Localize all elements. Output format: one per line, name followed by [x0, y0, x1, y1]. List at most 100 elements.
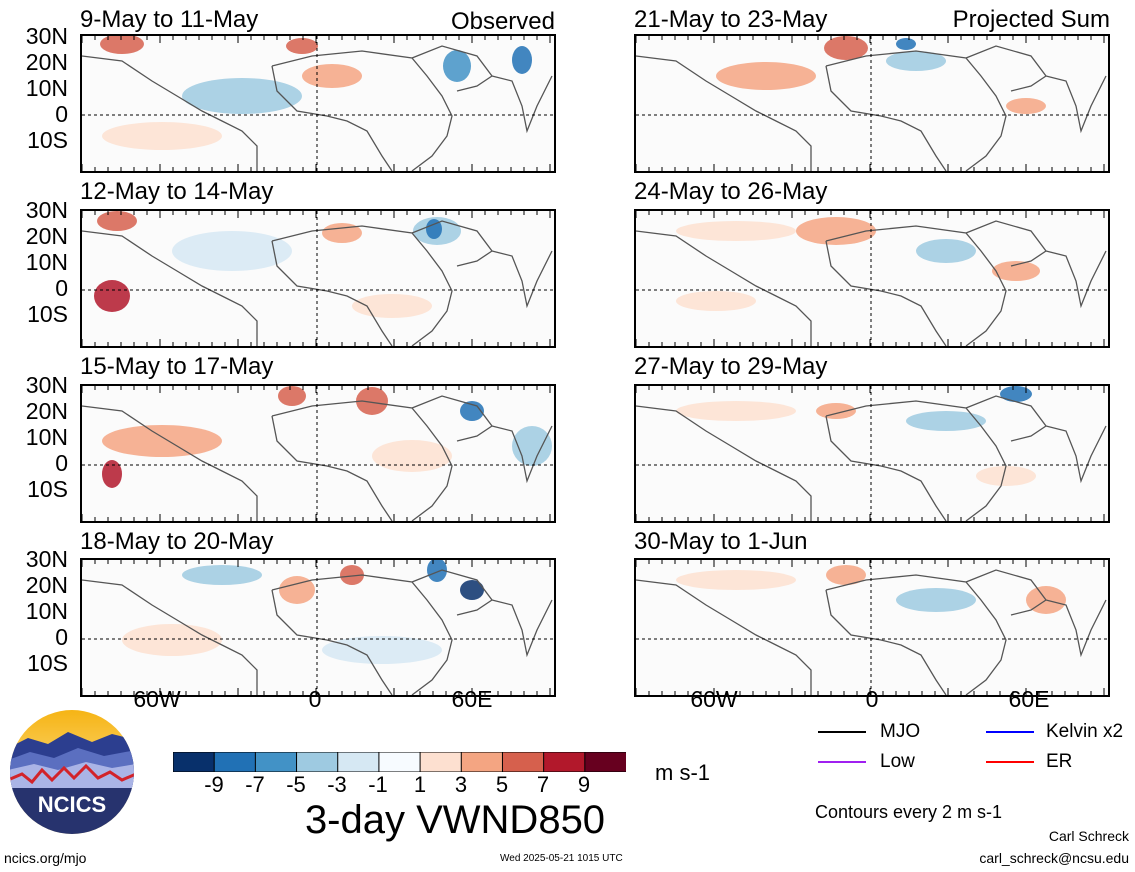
lat-label: 20N — [25, 398, 68, 424]
anomaly-blob — [182, 78, 302, 114]
footer-email[interactable]: carl_schreck@ncsu.edu — [979, 850, 1129, 866]
map-shading — [82, 386, 554, 521]
panel-title: 27-May to 29-May — [634, 353, 828, 380]
colorbar-swatch — [254, 751, 298, 773]
colorbar — [172, 751, 628, 773]
lat-label: 10N — [25, 424, 68, 450]
anomaly-blob — [97, 211, 137, 231]
lat-label: 0 — [55, 450, 68, 476]
anomaly-blob — [122, 624, 222, 656]
footer-timestamp: Wed 2025-05-21 1015 UTC — [500, 853, 623, 864]
legend-label-low: Low — [880, 751, 915, 772]
anomaly-blob — [1006, 98, 1046, 114]
map-left-4 — [80, 558, 556, 697]
anomaly-blob — [443, 50, 471, 82]
colorbar-tick: -3 — [327, 772, 347, 797]
coastline — [82, 220, 553, 346]
ncics-logo-text: NCICS — [38, 792, 106, 817]
coastline — [82, 45, 553, 171]
map-right-2 — [634, 209, 1110, 348]
anomaly-blob — [102, 122, 222, 150]
footer-link[interactable]: ncics.org/mjo — [4, 850, 87, 866]
anomaly-blob — [340, 565, 364, 585]
map-shading — [82, 36, 554, 171]
anomaly-blob — [102, 460, 122, 488]
main-title: 3-day VWND850 — [304, 798, 606, 842]
colorbar-tick: 9 — [577, 772, 591, 797]
anomaly-blob — [460, 401, 484, 421]
legend-swatch-mjo — [818, 731, 866, 733]
map-shading — [636, 36, 1108, 171]
colorbar-tick: 3 — [454, 772, 468, 797]
panel-title: 18-May to 20-May — [80, 528, 274, 555]
colorbar-swatches — [172, 751, 628, 773]
anomaly-blob — [976, 466, 1036, 486]
map-right-4 — [634, 558, 1110, 697]
coastline — [636, 569, 1107, 695]
map-right-1 — [634, 34, 1110, 173]
anomaly-blob — [816, 403, 856, 419]
anomaly-blob — [906, 411, 986, 431]
lon-label: 60E — [451, 686, 493, 712]
anomaly-blob — [916, 239, 976, 263]
coastline — [82, 395, 553, 521]
anomaly-blob — [100, 36, 144, 54]
lat-label: 30N — [25, 372, 68, 398]
anomaly-blob — [676, 291, 756, 311]
coastline — [636, 220, 1107, 346]
lat-label: 0 — [55, 624, 68, 650]
anomaly-blob — [896, 588, 976, 612]
anomaly-blob — [796, 217, 876, 245]
map-shading — [636, 386, 1108, 521]
colorbar-swatch — [460, 751, 504, 773]
lat-label: 20N — [25, 49, 68, 75]
colorbar-tick: -7 — [245, 772, 265, 797]
lon-label: 60W — [690, 686, 738, 712]
anomaly-blob — [426, 219, 442, 239]
panel-title: 24-May to 26-May — [634, 178, 828, 205]
lon-label: 60W — [133, 686, 181, 712]
colorbar-tick: 1 — [413, 772, 427, 797]
lat-label: 10S — [27, 301, 68, 327]
anomaly-blob — [896, 38, 916, 50]
footer-author: Carl Schreck — [1048, 828, 1129, 844]
lon-label: 0 — [308, 686, 322, 712]
colorbar-tick: -9 — [204, 772, 224, 797]
colorbar-tick: -5 — [286, 772, 306, 797]
lat-label: 30N — [25, 23, 68, 49]
colorbar-tick: -1 — [368, 772, 388, 797]
colorbar-swatch — [419, 751, 463, 773]
lat-label: 20N — [25, 223, 68, 249]
lon-label: 0 — [865, 686, 879, 712]
panel-title: 15-May to 17-May — [80, 353, 274, 380]
anomaly-blob — [676, 401, 796, 421]
colorbar-tick: 5 — [495, 772, 509, 797]
map-shading — [636, 560, 1108, 695]
lat-label: 0 — [55, 275, 68, 301]
lat-label: 10S — [27, 476, 68, 502]
map-left-3 — [80, 384, 556, 523]
anomaly-blob — [322, 223, 362, 243]
colorbar-swatch — [543, 751, 586, 773]
map-left-2 — [80, 209, 556, 348]
lat-label: 0 — [55, 101, 68, 127]
anomaly-blob — [182, 565, 262, 585]
legend-swatch-kelvin — [986, 731, 1034, 733]
anomaly-blob — [886, 51, 946, 71]
colorbar-units: m s-1 — [655, 760, 710, 785]
map-shading — [636, 211, 1108, 346]
lat-label: 10S — [27, 650, 68, 676]
map-shading — [82, 560, 554, 695]
legend-label-kelvin: Kelvin x2 — [1046, 721, 1124, 742]
legend-swatch-er — [986, 761, 1034, 763]
ncics-logo: NCICS — [8, 708, 136, 836]
coastline — [82, 569, 553, 695]
anomaly-blob — [172, 231, 292, 271]
map-right-3 — [634, 384, 1110, 523]
anomaly-blob — [826, 565, 866, 585]
map-left-1 — [80, 34, 556, 173]
lat-label: 10N — [25, 598, 68, 624]
anomaly-blob — [992, 261, 1040, 281]
panel-title: 9-May to 11-May — [80, 6, 259, 33]
anomaly-blob — [824, 36, 868, 60]
